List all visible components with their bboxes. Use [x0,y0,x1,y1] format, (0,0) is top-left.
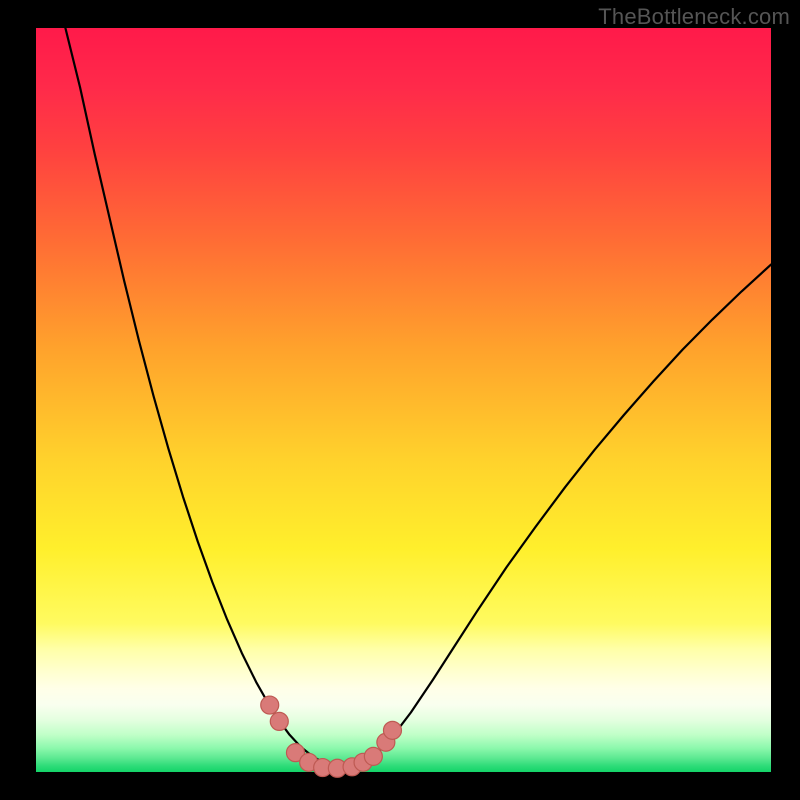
watermark-text: TheBottleneck.com [598,4,790,30]
data-point [383,721,401,739]
data-point [364,747,382,765]
data-point [261,696,279,714]
data-point [270,712,288,730]
chart-stage: TheBottleneck.com [0,0,800,800]
plot-area-rect [36,28,771,772]
bottleneck-chart-svg [0,0,800,800]
